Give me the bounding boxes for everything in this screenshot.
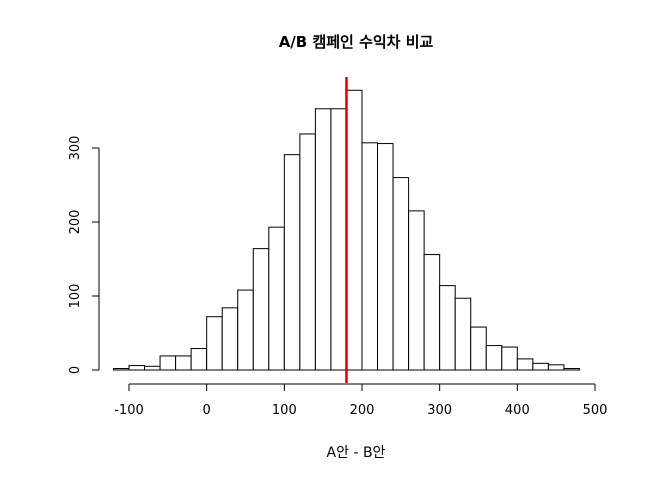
x-tick-label: 500 xyxy=(583,403,608,418)
histogram-bar xyxy=(470,326,487,371)
histogram-bar xyxy=(501,346,518,371)
y-axis: 0 100 200 300 xyxy=(68,136,100,374)
x-tick-label: 400 xyxy=(505,403,530,418)
histogram-bar xyxy=(485,345,503,371)
histogram-bar xyxy=(268,226,285,371)
histogram-bar xyxy=(345,89,363,371)
histogram-bar xyxy=(175,355,192,371)
histogram-bar xyxy=(408,210,425,371)
histogram-bar xyxy=(237,289,254,371)
y-tick-label: 200 xyxy=(68,210,83,235)
histogram-bar xyxy=(392,177,410,371)
histogram-bar xyxy=(128,365,146,371)
histogram-bar xyxy=(547,364,565,371)
histogram-bar xyxy=(190,348,208,371)
histogram-bar xyxy=(299,133,316,371)
histogram-bar xyxy=(563,368,580,371)
histogram-bar xyxy=(252,248,270,371)
histogram-bar xyxy=(112,368,130,371)
histogram-bar xyxy=(144,365,161,371)
x-tick-label: 200 xyxy=(350,403,375,418)
x-tick-label: 0 xyxy=(203,403,211,418)
chart-title: A/B 캠페인 수익차 비교 xyxy=(279,33,434,51)
histogram-bar xyxy=(377,143,394,371)
bars-group xyxy=(112,89,580,371)
histogram-bar xyxy=(439,285,456,371)
x-tick-label: 300 xyxy=(427,403,452,418)
x-tick-label: 100 xyxy=(272,403,297,418)
histogram-bar xyxy=(423,254,441,371)
histogram-bar xyxy=(516,358,534,371)
histogram-bar xyxy=(159,355,177,371)
histogram-bar xyxy=(532,362,549,371)
y-tick-label: 0 xyxy=(68,366,83,374)
y-tick-label: 100 xyxy=(68,284,83,309)
histogram-bar xyxy=(221,307,239,371)
histogram-bar xyxy=(361,142,379,371)
histogram-bar xyxy=(314,108,332,371)
x-axis: -100 0 100 200 300 400 500 xyxy=(114,383,608,418)
x-axis-label: A안 - B안 xyxy=(327,445,386,461)
y-tick-label: 300 xyxy=(68,136,83,161)
x-tick-label: -100 xyxy=(114,403,144,418)
histogram-bar xyxy=(283,154,301,371)
histogram-bar xyxy=(330,108,347,371)
histogram-bar xyxy=(206,316,223,371)
histogram-bar xyxy=(454,297,472,371)
